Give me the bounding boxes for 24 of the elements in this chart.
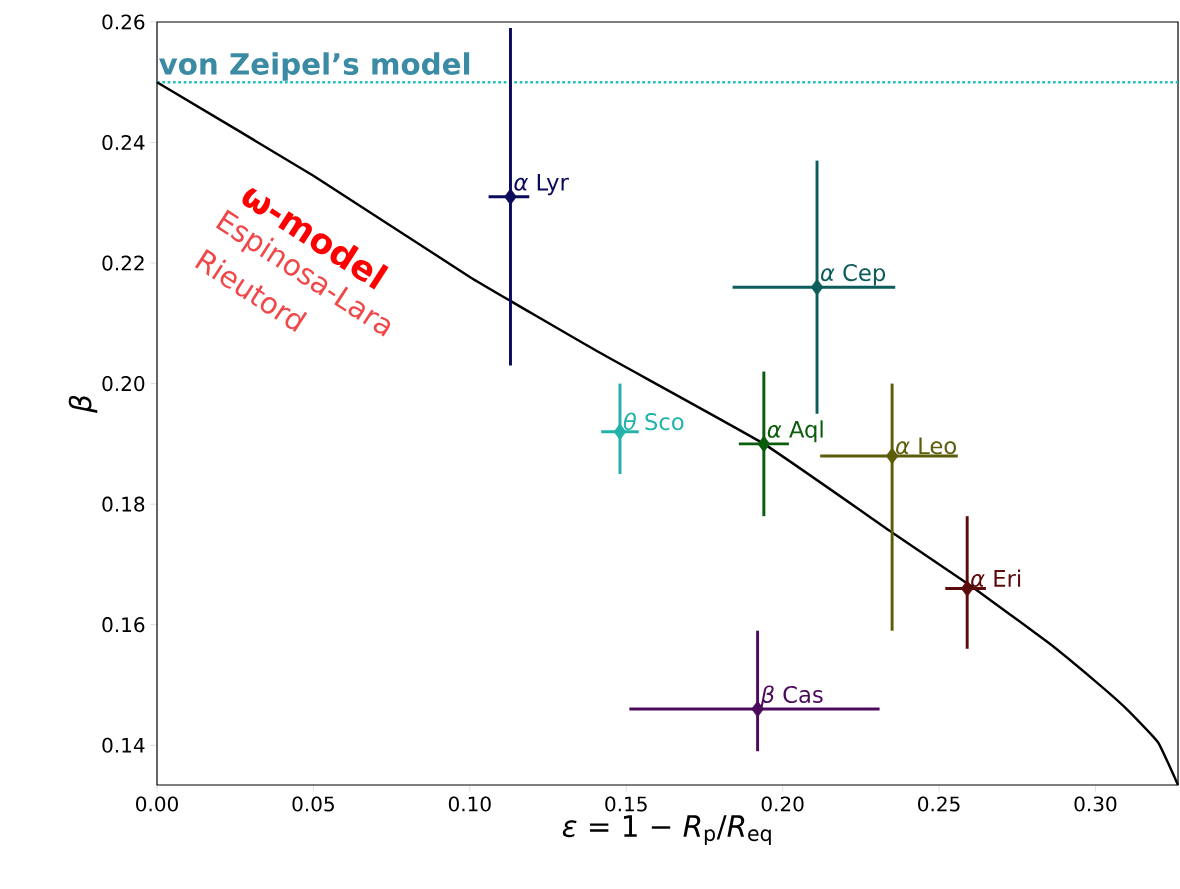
series-label: β Cas — [760, 685, 823, 708]
x-axis-title: ε = 1 − R$_{p}$/R$_{eq}$ — [562, 815, 771, 846]
x-tick-label: 0.15 — [605, 796, 647, 812]
series-label: α Eri — [971, 569, 1021, 587]
series-label: α Cep — [820, 264, 886, 286]
x-tick-label: 0.05 — [292, 796, 334, 812]
x-tick-label: 0.00 — [136, 796, 178, 812]
x-tick-label: 0.30 — [1074, 796, 1117, 812]
x-tick-label: 0.10 — [448, 796, 491, 812]
series-label: α Leo — [896, 437, 956, 455]
series-label: α Lyr — [514, 173, 569, 196]
y-tick-label: 0.16 — [102, 617, 145, 633]
y-tick-label: 0.26 — [102, 14, 145, 30]
series-label: θ Sco — [623, 412, 684, 431]
series-label: α Aql — [767, 420, 823, 443]
y-axis-title: β — [68, 395, 98, 413]
ref-line-label: von Zeipel’s model — [159, 52, 470, 81]
y-tick-label: 0.24 — [102, 134, 145, 151]
y-tick-label: 0.18 — [102, 496, 145, 512]
y-tick-label: 0.20 — [102, 376, 145, 392]
y-tick-label: 0.22 — [102, 255, 144, 271]
y-tick-label: 0.14 — [102, 737, 145, 753]
x-tick-label: 0.25 — [918, 796, 960, 812]
x-tick-label: 0.20 — [761, 796, 804, 812]
